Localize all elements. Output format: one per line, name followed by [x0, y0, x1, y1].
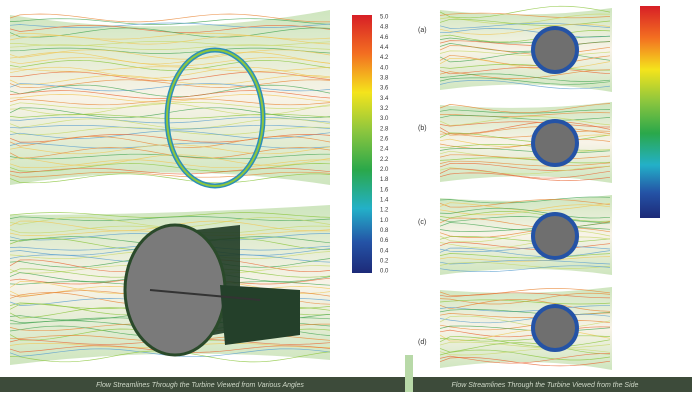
- colorbar-label: 0.2: [380, 258, 389, 264]
- colorbar-labels: 5.0 4.8 4.6 4.4 4.2 4.0 3.8 3.6 3.4 3.2 3.0 2.8 2.6 2…: [380, 15, 389, 275]
- turbine-disc: [533, 121, 577, 165]
- colorbar-label: 4.8: [380, 25, 389, 31]
- panel-label: (c): [418, 219, 426, 226]
- colorbar-label: 4.0: [380, 65, 389, 71]
- colorbar-label: 4.4: [380, 45, 389, 51]
- colorbar-label: 2.2: [380, 157, 389, 163]
- colorbar-label: 0.4: [380, 248, 389, 254]
- colorbar-label: 5.0: [380, 15, 389, 21]
- colorbar-label: 0.0: [380, 269, 389, 275]
- colorbar-label: 2.4: [380, 147, 389, 153]
- panel-label: (a): [418, 27, 427, 34]
- colorbar-label: 0.6: [380, 238, 389, 244]
- turbine-disc: [533, 306, 577, 350]
- colorbar-label: 2.6: [380, 136, 389, 142]
- colorbar-label: 3.8: [380, 76, 389, 82]
- colorbar-label: 1.8: [380, 177, 389, 183]
- colorbar-left: [352, 15, 372, 273]
- caption-right: Flow Streamlines Through the Turbine Vie…: [452, 382, 639, 389]
- colorbar-label: 4.2: [380, 55, 389, 61]
- colorbar-right: [640, 6, 660, 218]
- colorbar-label: 4.6: [380, 35, 389, 41]
- colorbar-label: 3.4: [380, 96, 389, 102]
- colorbar-label: 2.8: [380, 126, 389, 132]
- caption-left: Flow Streamlines Through the Turbine Vie…: [96, 382, 304, 389]
- colorbar-label: 3.0: [380, 116, 389, 122]
- turbine-disc: [533, 28, 577, 72]
- panel-a: [440, 8, 612, 92]
- panel-label: (d): [418, 339, 427, 346]
- colorbar-label: 2.0: [380, 167, 389, 173]
- panel-label: (b): [418, 125, 427, 132]
- colorbar-label: 1.2: [380, 208, 389, 214]
- colorbar-label: 0.8: [380, 228, 389, 234]
- colorbar-label: 3.2: [380, 106, 389, 112]
- panels: [10, 8, 612, 370]
- colorbar-label: 1.0: [380, 218, 389, 224]
- figure: 5.0 4.8 4.6 4.4 4.2 4.0 3.8 3.6 3.4 3.2 3.0 2.8 2.6 2…: [0, 0, 692, 392]
- panel-labels: (a) (b) (c) (d): [418, 27, 427, 346]
- colorbar-label: 1.6: [380, 187, 389, 193]
- panel-b: [440, 102, 612, 183]
- colorbar-label: 3.6: [380, 86, 389, 92]
- divider: [405, 355, 413, 392]
- colorbar-label: 1.4: [380, 197, 389, 203]
- turbine-disc: [533, 214, 577, 258]
